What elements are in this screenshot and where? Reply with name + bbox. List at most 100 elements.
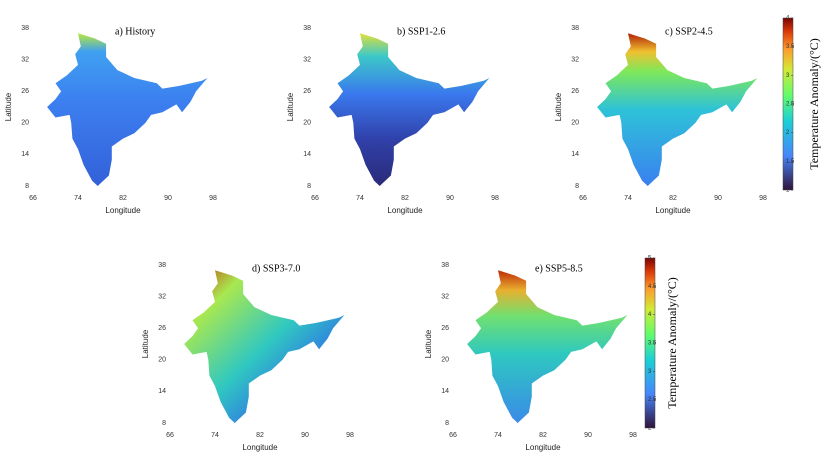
- india-map: [329, 33, 490, 186]
- colorbar-tick-label: 3.5: [786, 44, 795, 50]
- x-tick-label: 74: [624, 195, 632, 202]
- colorbar-tick-label: 3: [648, 369, 652, 375]
- y-axis-label: Latitude: [554, 92, 563, 121]
- colorbar-tick-label: 1: [786, 188, 790, 194]
- y-tick-label: 8: [307, 183, 311, 190]
- y-tick-label: 38: [21, 25, 29, 32]
- y-axis-label: Latitude: [424, 329, 433, 358]
- colorbar: 1 1.5 2 2.5 3 3.5 4 Temperature Anomaly/(°C): [782, 16, 821, 194]
- x-tick-label: 90: [584, 432, 592, 439]
- y-tick-label: 26: [21, 88, 29, 95]
- y-tick-label: 38: [441, 262, 449, 269]
- x-tick-label: 82: [539, 432, 547, 439]
- panel-title: d) SSP3-7.0: [252, 263, 300, 274]
- colorbar: 2 2.5 3 3.5 4 4.5 5 Temperature Anomaly/(°C): [644, 256, 679, 432]
- y-tick-label: 20: [158, 357, 166, 364]
- y-tick-label: 8: [25, 183, 29, 190]
- x-tick-label: 98: [209, 195, 217, 202]
- x-tick-label: 82: [669, 195, 677, 202]
- map-panel: 66 74 82 90 98 8 14 20 26 32 38 Longitude Latitude a)…: [4, 25, 217, 215]
- y-tick-label: 20: [571, 120, 579, 127]
- colorbar-tick-label: 3.5: [648, 341, 657, 347]
- y-tick-label: 14: [441, 388, 449, 395]
- y-tick-label: 38: [303, 25, 311, 32]
- y-tick-label: 32: [21, 56, 29, 63]
- x-tick-label: 74: [494, 432, 502, 439]
- y-tick-label: 32: [571, 56, 579, 63]
- y-tick-label: 20: [303, 120, 311, 127]
- x-tick-label: 90: [446, 195, 454, 202]
- colorbar-label: Temperature Anomaly/(°C): [807, 38, 821, 170]
- colorbar-tick-label: 2: [648, 426, 652, 432]
- colorbar-tick-label: 2.5: [786, 102, 795, 108]
- x-tick-label: 66: [311, 195, 319, 202]
- y-tick-label: 14: [21, 151, 29, 158]
- y-tick-label: 32: [441, 293, 449, 300]
- y-tick-label: 38: [158, 262, 166, 269]
- colorbar-tick-label: 4.5: [648, 284, 657, 290]
- y-tick-label: 8: [162, 420, 166, 427]
- y-tick-label: 32: [158, 293, 166, 300]
- map-panel: 66 74 82 90 98 8 14 20 26 32 38 Longitude Latitude b)…: [286, 25, 499, 215]
- map-panel: 66 74 82 90 98 8 14 20 26 32 38 Longitude Latitude d)…: [141, 262, 354, 452]
- map-panel: 66 74 82 90 98 8 14 20 26 32 38 Longitude Latitude c)…: [554, 25, 767, 215]
- colorbar-tick-label: 3: [786, 73, 790, 79]
- x-axis-label: Longitude: [242, 443, 278, 452]
- x-tick-label: 74: [356, 195, 364, 202]
- india-map: [467, 270, 628, 423]
- colorbar-tick-label: 5: [648, 256, 652, 262]
- y-axis-label: Latitude: [4, 92, 13, 121]
- x-tick-label: 90: [714, 195, 722, 202]
- y-tick-label: 8: [575, 183, 579, 190]
- x-tick-label: 98: [346, 432, 354, 439]
- x-axis-label: Longitude: [655, 206, 691, 215]
- y-tick-label: 20: [441, 357, 449, 364]
- colorbar-label: Temperature Anomaly/(°C): [665, 277, 679, 409]
- y-tick-label: 38: [571, 25, 579, 32]
- x-tick-label: 82: [401, 195, 409, 202]
- x-tick-label: 66: [29, 195, 37, 202]
- y-tick-label: 26: [571, 88, 579, 95]
- india-map: [597, 33, 758, 186]
- y-axis-label: Latitude: [286, 92, 295, 121]
- x-tick-label: 74: [74, 195, 82, 202]
- x-tick-label: 90: [301, 432, 309, 439]
- x-tick-label: 98: [759, 195, 767, 202]
- x-tick-label: 66: [579, 195, 587, 202]
- x-axis-label: Longitude: [105, 206, 141, 215]
- panel-title: e) SSP5-8.5: [535, 263, 583, 274]
- colorbar-tick-label: 2: [786, 130, 790, 136]
- x-tick-label: 66: [166, 432, 174, 439]
- y-tick-label: 14: [158, 388, 166, 395]
- colorbar-tick-label: 2.5: [648, 397, 657, 403]
- panel-title: a) History: [115, 26, 155, 37]
- india-map: [47, 33, 208, 186]
- y-tick-label: 14: [571, 151, 579, 158]
- x-axis-label: Longitude: [387, 206, 423, 215]
- india-map: [184, 270, 345, 423]
- y-axis-label: Latitude: [141, 329, 150, 358]
- panel-title: b) SSP1-2.6: [397, 26, 445, 37]
- y-tick-label: 8: [445, 420, 449, 427]
- colorbar-tick-label: 1.5: [786, 159, 795, 165]
- map-panel: 66 74 82 90 98 8 14 20 26 32 38 Longitude Latitude e)…: [424, 262, 637, 452]
- x-tick-label: 98: [629, 432, 637, 439]
- x-tick-label: 98: [491, 195, 499, 202]
- x-tick-label: 74: [211, 432, 219, 439]
- x-tick-label: 66: [449, 432, 457, 439]
- x-axis-label: Longitude: [525, 443, 561, 452]
- x-tick-label: 90: [164, 195, 172, 202]
- x-tick-label: 82: [119, 195, 127, 202]
- y-tick-label: 26: [158, 325, 166, 332]
- y-tick-label: 26: [303, 88, 311, 95]
- panel-title: c) SSP2-4.5: [665, 26, 713, 37]
- y-tick-label: 20: [21, 120, 29, 127]
- colorbar-tick-label: 4: [786, 16, 790, 22]
- y-tick-label: 32: [303, 56, 311, 63]
- colorbar-tick-label: 4: [648, 312, 652, 318]
- y-tick-label: 14: [303, 151, 311, 158]
- y-tick-label: 26: [441, 325, 449, 332]
- x-tick-label: 82: [256, 432, 264, 439]
- panels: 66 74 82 90 9881420263238LongitudeLatitudea)…: [4, 16, 821, 453]
